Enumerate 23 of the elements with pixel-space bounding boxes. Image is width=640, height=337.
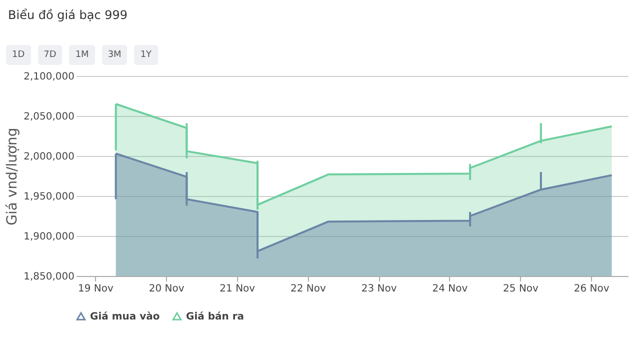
text: 1Y bbox=[134, 45, 158, 65]
x-tick-label: 23 Nov bbox=[361, 284, 397, 294]
x-tick-label: 26 Nov bbox=[574, 284, 610, 294]
text: 3M bbox=[102, 45, 128, 65]
y-tick-label: 1,850,000 bbox=[24, 272, 74, 282]
x-tick-label: 25 Nov bbox=[503, 284, 539, 294]
text: 1D bbox=[6, 45, 31, 65]
text: 1M bbox=[69, 45, 95, 65]
legend-label: Giá bán ra bbox=[186, 311, 244, 322]
y-tick-label: 1,900,000 bbox=[24, 232, 74, 242]
y-tick-label: 2,100,000 bbox=[24, 72, 74, 82]
x-tick-label: 22 Nov bbox=[290, 284, 326, 294]
y-tick-label: 2,050,000 bbox=[24, 112, 74, 122]
y-axis-title: Giá vnd/lượng bbox=[4, 128, 21, 226]
y-tick-label: 2,000,000 bbox=[24, 152, 74, 162]
chart-title: Biểu đồ giá bạc 999 bbox=[8, 8, 128, 22]
y-tick-label: 1,950,000 bbox=[24, 192, 74, 202]
x-tick-label: 19 Nov bbox=[78, 284, 114, 294]
text: 7D bbox=[38, 45, 62, 65]
x-tick-label: 21 Nov bbox=[220, 284, 256, 294]
legend-label: Giá mua vào bbox=[90, 311, 160, 322]
x-tick-label: 20 Nov bbox=[148, 284, 184, 294]
x-tick-label: 24 Nov bbox=[432, 284, 468, 294]
